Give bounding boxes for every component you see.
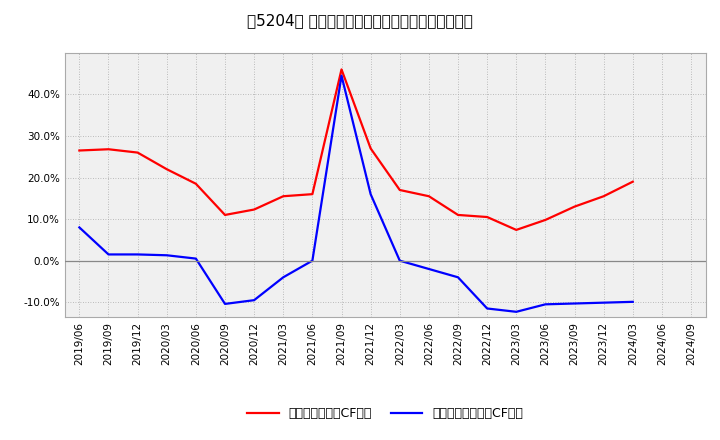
有利子負債フリーCF比率 xyxy=(599,300,608,305)
Text: ［5204］ 有利子負債キャッシュフロー比率の推移: ［5204］ 有利子負債キャッシュフロー比率の推移 xyxy=(247,13,473,28)
有利子負債営業CF比率 xyxy=(425,194,433,199)
有利子負債フリーCF比率 xyxy=(483,306,492,311)
有利子負債営業CF比率 xyxy=(75,148,84,153)
Line: 有利子負債営業CF比率: 有利子負債営業CF比率 xyxy=(79,70,633,230)
有利子負債営業CF比率 xyxy=(279,194,287,199)
有利子負債フリーCF比率 xyxy=(192,256,200,261)
有利子負債営業CF比率 xyxy=(308,191,317,197)
有利子負債営業CF比率 xyxy=(366,146,375,151)
有利子負債営業CF比率 xyxy=(250,207,258,212)
有利子負債フリーCF比率 xyxy=(337,73,346,78)
有利子負債営業CF比率 xyxy=(220,213,229,218)
有利子負債営業CF比率 xyxy=(512,227,521,233)
有利子負債営業CF比率 xyxy=(163,167,171,172)
有利子負債フリーCF比率 xyxy=(366,191,375,197)
有利子負債営業CF比率 xyxy=(395,187,404,193)
有利子負債フリーCF比率 xyxy=(454,275,462,280)
有利子負債フリーCF比率 xyxy=(75,225,84,230)
有利子負債フリーCF比率 xyxy=(512,309,521,315)
有利子負債フリーCF比率 xyxy=(163,253,171,258)
有利子負債営業CF比率 xyxy=(104,147,113,152)
Line: 有利子負債フリーCF比率: 有利子負債フリーCF比率 xyxy=(79,76,633,312)
有利子負債フリーCF比率 xyxy=(395,258,404,263)
有利子負債フリーCF比率 xyxy=(220,301,229,307)
有利子負債営業CF比率 xyxy=(629,179,637,184)
有利子負債営業CF比率 xyxy=(541,217,550,223)
有利子負債営業CF比率 xyxy=(599,194,608,199)
有利子負債フリーCF比率 xyxy=(541,302,550,307)
有利子負債フリーCF比率 xyxy=(133,252,142,257)
有利子負債営業CF比率 xyxy=(483,214,492,220)
有利子負債営業CF比率 xyxy=(192,181,200,187)
有利子負債営業CF比率 xyxy=(454,213,462,218)
有利子負債営業CF比率 xyxy=(570,204,579,209)
有利子負債フリーCF比率 xyxy=(425,266,433,271)
有利子負債フリーCF比率 xyxy=(279,275,287,280)
有利子負債フリーCF比率 xyxy=(250,297,258,303)
Legend: 有利子負債営業CF比率, 有利子負債フリーCF比率: 有利子負債営業CF比率, 有利子負債フリーCF比率 xyxy=(243,402,528,425)
有利子負債営業CF比率 xyxy=(337,67,346,72)
有利子負債フリーCF比率 xyxy=(308,258,317,263)
有利子負債営業CF比率 xyxy=(133,150,142,155)
有利子負債フリーCF比率 xyxy=(629,299,637,304)
有利子負債フリーCF比率 xyxy=(570,301,579,306)
有利子負債フリーCF比率 xyxy=(104,252,113,257)
